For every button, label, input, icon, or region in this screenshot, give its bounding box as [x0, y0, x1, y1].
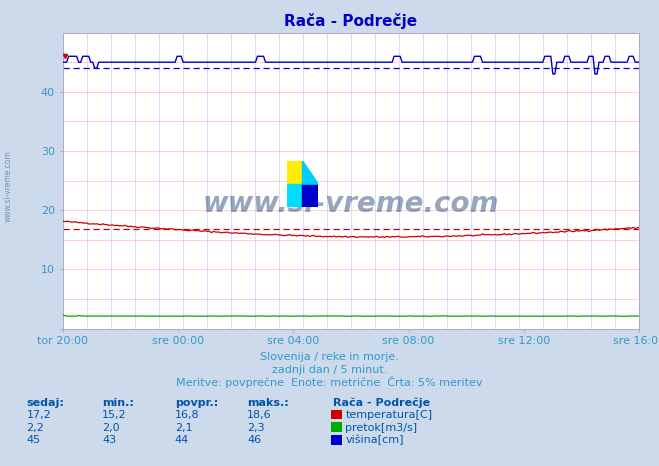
Bar — [287, 184, 302, 207]
Text: 16,8: 16,8 — [175, 410, 199, 420]
Text: zadnji dan / 5 minut.: zadnji dan / 5 minut. — [272, 365, 387, 375]
Polygon shape — [302, 161, 318, 184]
Text: 15,2: 15,2 — [102, 410, 127, 420]
Text: Slovenija / reke in morje.: Slovenija / reke in morje. — [260, 352, 399, 362]
Text: maks.:: maks.: — [247, 398, 289, 408]
Text: www.si-vreme.com: www.si-vreme.com — [203, 190, 499, 218]
Text: 46: 46 — [247, 435, 261, 445]
Text: 18,6: 18,6 — [247, 410, 272, 420]
Text: 2,3: 2,3 — [247, 423, 265, 432]
Title: Rača - Podrečje: Rača - Podrečje — [284, 13, 418, 29]
Text: povpr.:: povpr.: — [175, 398, 218, 408]
Text: Rača - Podrečje: Rača - Podrečje — [333, 398, 430, 408]
Text: sedaj:: sedaj: — [26, 398, 64, 408]
Text: 43: 43 — [102, 435, 116, 445]
Text: 44: 44 — [175, 435, 189, 445]
Text: višina[cm]: višina[cm] — [345, 435, 404, 445]
Bar — [287, 161, 302, 184]
Text: 2,1: 2,1 — [175, 423, 192, 432]
Text: 2,2: 2,2 — [26, 423, 44, 432]
Bar — [302, 184, 318, 207]
Text: 17,2: 17,2 — [26, 410, 51, 420]
Text: 2,0: 2,0 — [102, 423, 120, 432]
Text: Meritve: povprečne  Enote: metrične  Črta: 5% meritev: Meritve: povprečne Enote: metrične Črta:… — [176, 376, 483, 388]
Text: pretok[m3/s]: pretok[m3/s] — [345, 423, 417, 432]
Text: min.:: min.: — [102, 398, 134, 408]
Text: temperatura[C]: temperatura[C] — [345, 410, 432, 420]
Text: 45: 45 — [26, 435, 40, 445]
Text: www.si-vreme.com: www.si-vreme.com — [4, 151, 13, 222]
